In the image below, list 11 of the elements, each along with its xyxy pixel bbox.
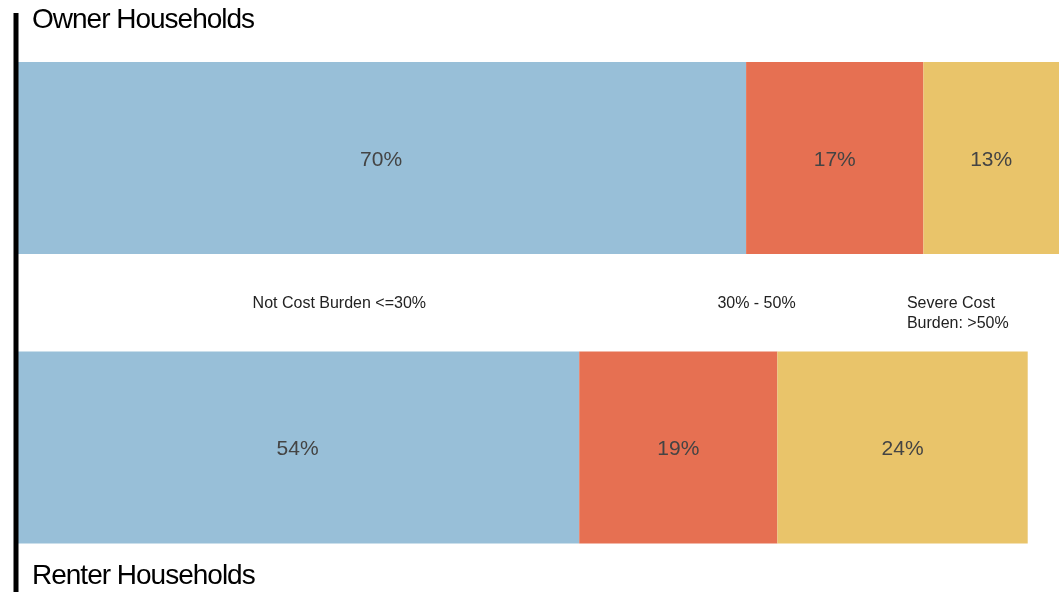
- text: Not Cost Burden <=30%: [251, 293, 428, 313]
- data-label: 70%: [360, 146, 403, 170]
- data-label: 54%: [276, 436, 319, 459]
- y-tick-label: Renter Households: [32, 559, 255, 591]
- text: 30% - 50%: [716, 293, 797, 313]
- series-label: Severe Cost Burden: >50%: [906, 293, 1010, 333]
- data-label: 19%: [657, 436, 700, 459]
- y-tick-label: Owner Households: [32, 2, 255, 34]
- data-label: 13%: [970, 146, 1013, 170]
- data-label: 17%: [813, 146, 856, 170]
- data-label: 24%: [881, 436, 924, 459]
